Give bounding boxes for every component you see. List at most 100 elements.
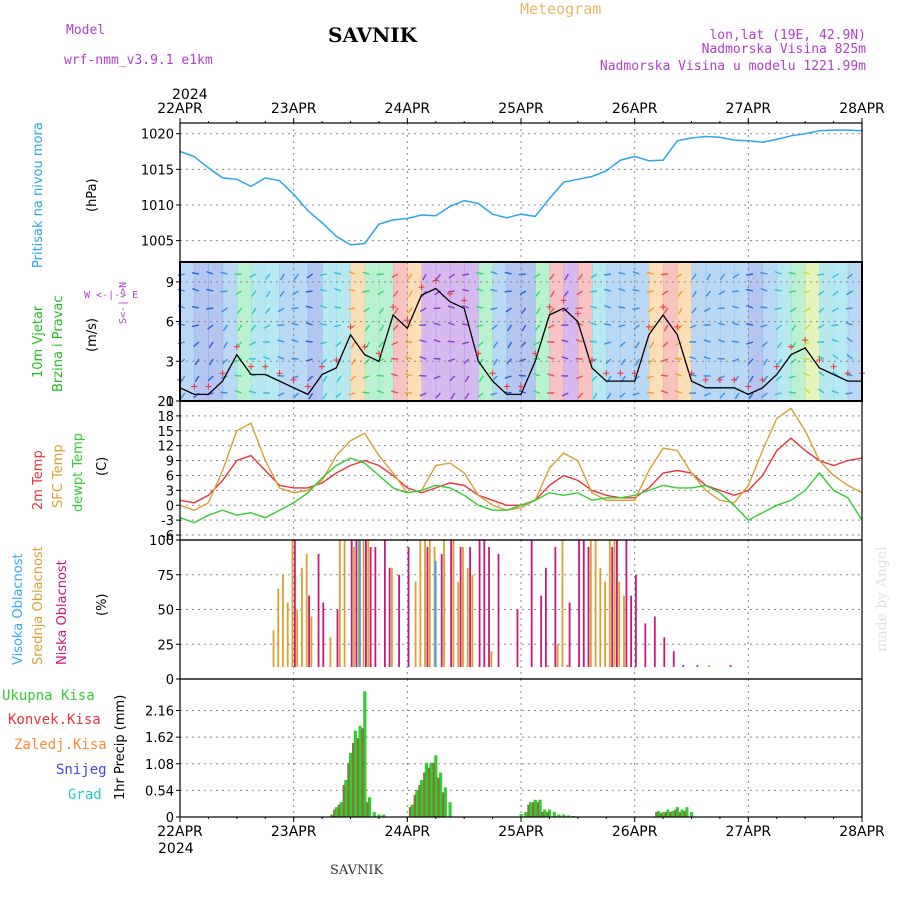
cloud-unit: (%) xyxy=(95,594,110,617)
wind-arrow xyxy=(564,273,569,281)
wind-band xyxy=(805,262,820,401)
y-tick-label: 1.62 xyxy=(145,731,174,746)
wind-gust-mark xyxy=(816,356,823,363)
wind-gust-mark xyxy=(660,304,667,311)
cloud-bar xyxy=(350,540,353,667)
wind-arrow xyxy=(307,375,314,382)
cloud-bar xyxy=(293,540,296,667)
cloud-bar xyxy=(469,546,472,667)
wind-arrow xyxy=(746,323,754,326)
cloud-bar xyxy=(696,665,699,667)
wind-band xyxy=(393,262,408,401)
year-label-top: 2024 xyxy=(172,87,208,103)
conv-precip-bar xyxy=(337,804,341,817)
conv-precip-bar xyxy=(546,812,549,817)
wind-arrow xyxy=(732,273,740,279)
wind-arrow xyxy=(194,375,200,383)
wind-gust-mark xyxy=(319,363,326,370)
wind-arrow xyxy=(378,341,385,348)
wind-arrow xyxy=(476,306,484,309)
wind-arrow xyxy=(703,392,711,397)
cloud-bar xyxy=(272,630,275,667)
wind-arrow xyxy=(250,324,257,331)
wind-arrow xyxy=(180,392,186,400)
time-label-top: 24APR xyxy=(385,101,431,117)
cloud-bar xyxy=(291,540,294,667)
wind-band xyxy=(336,262,351,401)
wind-arrow xyxy=(760,271,768,275)
wind-gust-mark xyxy=(418,284,425,291)
total-precip-bar xyxy=(448,802,452,817)
wind-arrow xyxy=(362,391,370,394)
time-label-bottom: 23APR xyxy=(271,824,317,840)
wind-arrow xyxy=(817,273,825,277)
wind-arrow xyxy=(376,273,384,276)
wind-arrow xyxy=(746,341,754,345)
wind-arrow xyxy=(277,307,285,313)
wind-arrow xyxy=(804,324,811,330)
conv-precip-bar xyxy=(432,762,435,817)
wind-gust-mark xyxy=(361,343,368,350)
wind-arrow xyxy=(746,304,754,309)
wind-band xyxy=(748,262,764,401)
wind-arrow xyxy=(817,355,825,360)
wind-arrow xyxy=(661,290,669,296)
wind-arrow xyxy=(504,391,512,394)
cloud-bar xyxy=(672,651,675,667)
wind-arrow xyxy=(831,390,839,394)
total-precip-bar xyxy=(382,814,386,817)
wind-arrow xyxy=(675,373,683,377)
wind-arrow xyxy=(447,358,455,362)
wind-arrow xyxy=(646,375,654,379)
wind-arrow xyxy=(419,339,427,343)
wind-arrow xyxy=(648,358,655,365)
y-tick-label: 0 xyxy=(166,811,174,826)
wind-arrow xyxy=(635,341,640,349)
total-precip-bar xyxy=(372,812,376,817)
wind-band xyxy=(549,262,565,401)
cloud-bar xyxy=(608,540,611,667)
legend-hail: Grad xyxy=(68,787,102,803)
wind-arrow xyxy=(550,290,555,298)
wind-arrow xyxy=(649,324,655,332)
wind-band xyxy=(535,262,550,401)
wind-arrow xyxy=(632,307,640,311)
cloud-bar xyxy=(383,540,386,667)
cloud-bar xyxy=(634,574,637,667)
wind-gust-mark xyxy=(589,356,596,363)
dewpt-ylabel: dewpt Temp xyxy=(71,433,86,512)
cloud-bar xyxy=(398,574,400,667)
total-precip-bar xyxy=(690,812,694,817)
cloud-bar xyxy=(457,581,460,667)
wind-band xyxy=(776,262,792,401)
wind-gust-mark xyxy=(731,376,738,383)
wind-arrow xyxy=(717,375,725,380)
wind-arrow xyxy=(604,304,612,309)
y-tick-label: -6 xyxy=(161,529,174,544)
conv-precip-bar xyxy=(664,812,667,817)
cloud-panel: 0 25 50 75 100 xyxy=(149,534,862,688)
wind-arrow xyxy=(660,273,668,276)
wind-arrow xyxy=(362,271,370,275)
wind-arrow xyxy=(761,341,768,348)
cloud-bar xyxy=(471,574,474,667)
wind-arrow xyxy=(477,392,484,398)
wind-arrow xyxy=(277,339,285,343)
wind-arrow xyxy=(507,341,513,349)
wind-arrow xyxy=(832,354,839,360)
wind-arrow xyxy=(618,287,626,292)
total-precip-bar xyxy=(353,730,357,817)
wind-arrow xyxy=(419,307,427,313)
time-label-bottom: 24APR xyxy=(385,824,431,840)
wind-arrow xyxy=(732,322,740,326)
wind-arrow xyxy=(731,290,739,293)
conv-precip-bar xyxy=(674,809,677,817)
wind-arrow xyxy=(291,339,299,343)
wind-gust-mark xyxy=(233,343,240,350)
y-tick-label: 1005 xyxy=(141,235,174,250)
wind-gust-mark xyxy=(333,356,340,363)
model-label: Model xyxy=(66,23,105,38)
conv-precip-bar xyxy=(366,802,369,817)
wind-arrow xyxy=(719,392,726,399)
wind-arrow xyxy=(461,273,470,276)
